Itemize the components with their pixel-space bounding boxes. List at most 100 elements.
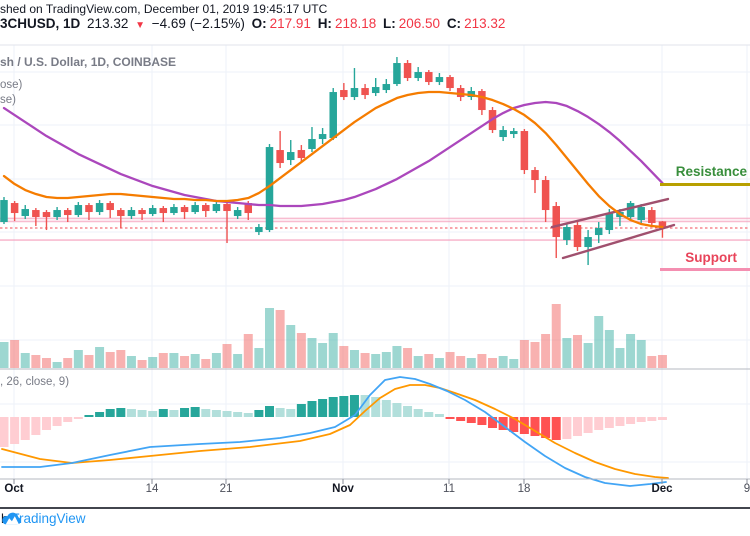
volume-bar [148, 357, 158, 368]
macd-histogram-bar [84, 415, 94, 417]
macd-histogram-bar [572, 417, 582, 436]
candle-body [350, 88, 359, 98]
candle-body [340, 90, 348, 98]
candle-body [10, 203, 19, 214]
volume-bar [530, 342, 540, 368]
candle-body [265, 147, 274, 231]
ma20-legend: ose) [0, 79, 23, 91]
candle-body [361, 88, 369, 96]
macd-histogram-bar [434, 414, 444, 417]
candle-body [223, 204, 231, 212]
candle-body [563, 227, 571, 241]
macd-histogram-bar [95, 412, 105, 417]
volume-bar [594, 316, 604, 368]
volume-bar [286, 325, 296, 368]
candle-body [393, 63, 401, 85]
candle-body [456, 88, 465, 98]
published-on-line: shed on TradingView.com, December 01, 20… [0, 2, 328, 16]
macd-histogram-bar [424, 412, 434, 417]
candle-body [244, 203, 253, 214]
candle-body [138, 210, 146, 215]
symbol-description: sh / U.S. Dollar, 1D, COINBASE [0, 55, 177, 69]
candle-body [648, 210, 656, 224]
macd-histogram-bar [551, 417, 561, 440]
macd-line [1, 376, 667, 487]
symbol-readout-line: 3CHUSD, 1D 213.32 ▼ −4.69 (−2.15%) O: 217… [0, 16, 508, 31]
macd-histogram-bar [222, 411, 232, 417]
candle-body [605, 213, 614, 231]
macd-histogram-bar [349, 395, 359, 417]
volume-bar [626, 334, 636, 368]
volume-bar [105, 352, 115, 368]
macd-histogram-bar [265, 406, 274, 417]
macd-histogram-bar [477, 417, 487, 425]
tradingview-brand-text[interactable]: TradingView [11, 511, 86, 526]
time-axis-label: 9 [743, 483, 750, 495]
volume-bar [647, 356, 657, 368]
macd-histogram-bar [413, 409, 423, 417]
candle-body [425, 72, 433, 83]
macd-histogram-bar [509, 417, 519, 432]
macd-histogram-bar [456, 417, 466, 421]
macd-signal-line [1, 384, 669, 479]
macd-histogram-bar [233, 412, 243, 417]
ma20-line [2, 90, 664, 229]
macd-histogram-bar [243, 413, 253, 417]
candle-body [435, 77, 444, 83]
candle-body [233, 210, 242, 217]
arrow-down-icon: ▼ [135, 20, 146, 31]
volume-bar [265, 308, 274, 368]
macd-histogram-bar [657, 417, 667, 420]
macd-histogram-bar [466, 417, 476, 423]
volume-bar [562, 338, 572, 368]
candle-body [658, 221, 667, 228]
volume-bar [169, 353, 179, 368]
support-label: Support [685, 250, 737, 265]
volume-bar [328, 333, 338, 368]
candle-body [510, 131, 518, 135]
ma50-line [2, 100, 664, 208]
macd-histogram-bar [647, 417, 657, 421]
volume-bar [583, 343, 593, 368]
volume-bar [63, 358, 73, 368]
volume-bar [180, 356, 190, 368]
channel-trendline [550, 197, 670, 229]
macd-histogram-bar [169, 410, 179, 417]
last-price: 213.32 [87, 16, 129, 31]
candle-body [446, 77, 454, 89]
candle-body [21, 209, 29, 217]
volume-bar [275, 310, 285, 368]
volume-bar [445, 352, 455, 368]
macd-histogram-bar [10, 417, 20, 444]
macd-histogram-bar [583, 417, 593, 433]
candle-body [202, 205, 210, 212]
candle-body [159, 208, 168, 214]
candle-body [53, 210, 61, 218]
macd-histogram-bar [626, 417, 636, 424]
candle-body [276, 150, 284, 164]
macd-histogram-bar [339, 396, 349, 417]
candle-body [573, 225, 582, 248]
candle-body [520, 131, 529, 171]
tradingview-logo-icon[interactable] [1, 511, 23, 526]
volume-bar [466, 358, 476, 368]
footer-brand-row: h TradingView [1, 511, 86, 526]
volume-bar [73, 350, 83, 368]
volume-bar [636, 340, 646, 368]
candle-body [626, 203, 635, 218]
macd-histogram-bar [286, 409, 296, 417]
macd-histogram-bar [20, 417, 30, 440]
volume-bar [349, 350, 359, 368]
volume-bar [509, 359, 519, 368]
volume-bar [190, 354, 200, 368]
macd-histogram-bar [381, 400, 391, 417]
volume-bar [233, 354, 243, 368]
candle-body [552, 206, 560, 238]
resistance-underline [660, 183, 750, 186]
candle-body [255, 227, 263, 233]
candle-body [170, 207, 178, 214]
volume-bar [41, 358, 51, 368]
volume-bar [551, 304, 561, 368]
symbol-name: 3CHUSD, 1D [0, 16, 81, 31]
